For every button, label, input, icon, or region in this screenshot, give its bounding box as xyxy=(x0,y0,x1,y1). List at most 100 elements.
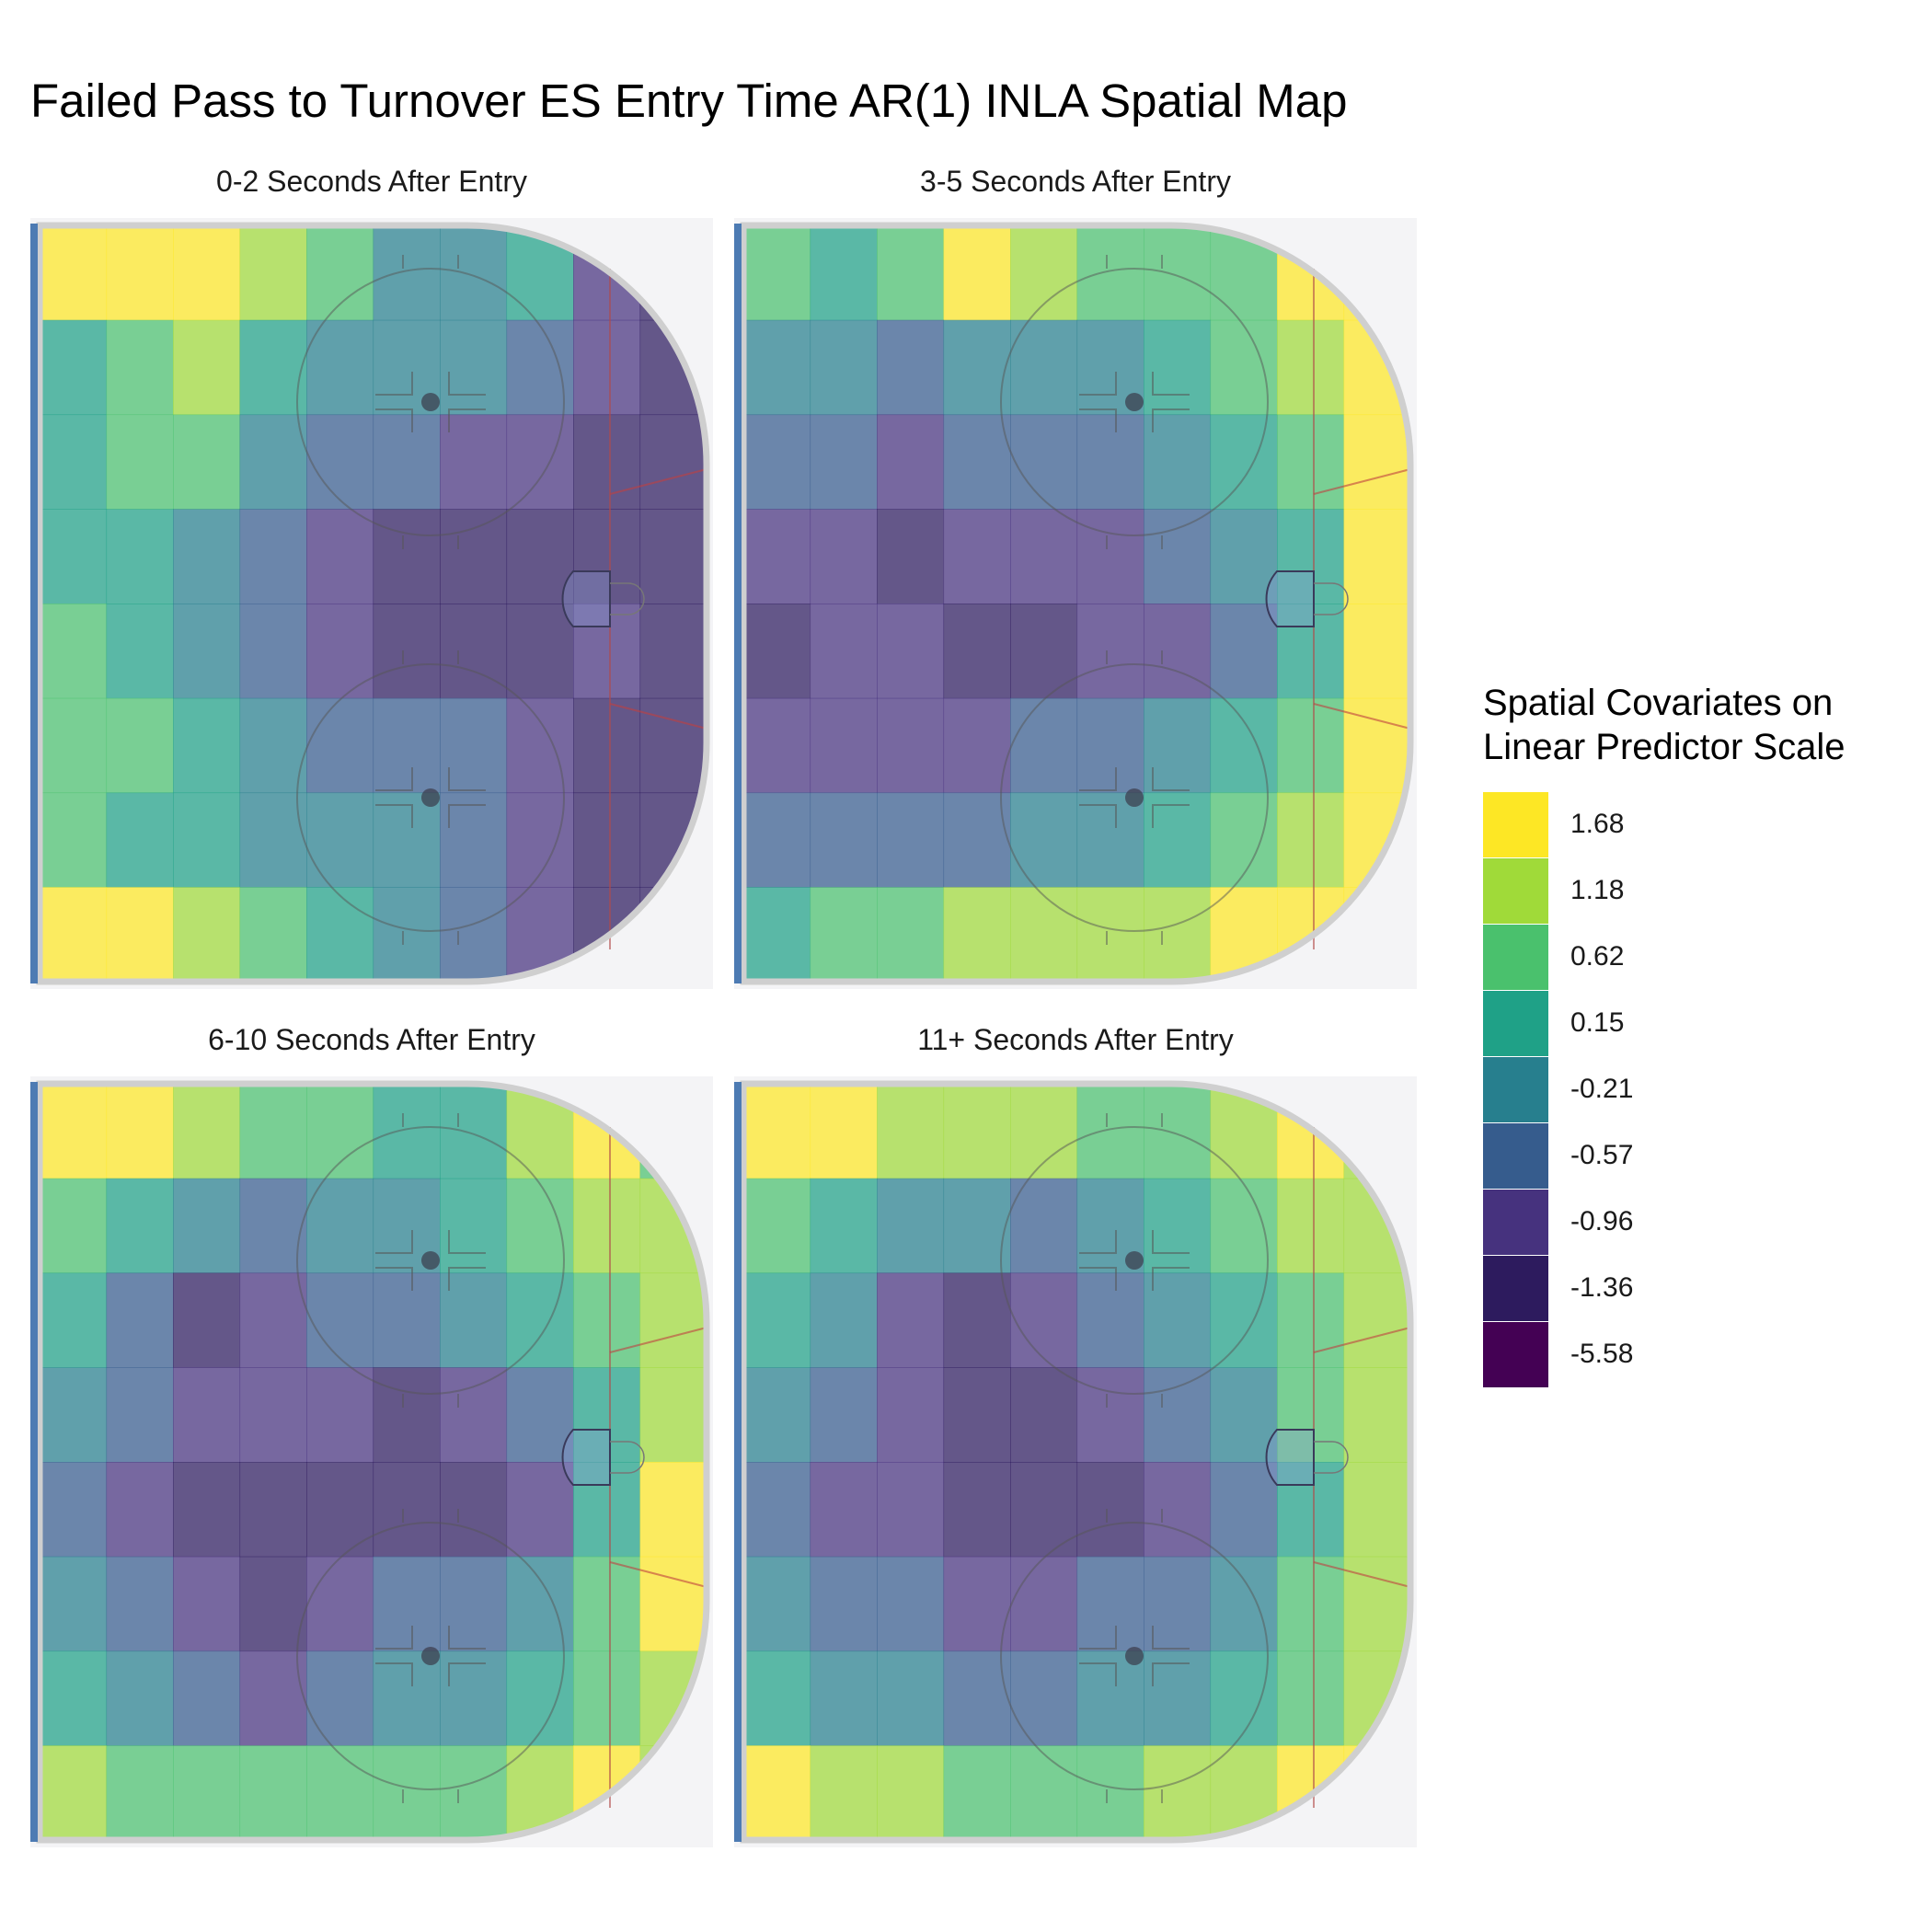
legend-label: 1.68 xyxy=(1570,809,1625,839)
heatmap-cell xyxy=(173,1178,241,1274)
heatmap-cell xyxy=(810,604,878,699)
legend-item: 0.62 xyxy=(1483,924,1846,990)
faceoff-marker xyxy=(375,1662,413,1686)
heatmap-cell xyxy=(1144,1462,1212,1558)
heatmap-cell xyxy=(1010,509,1078,604)
faceoff-marker xyxy=(1152,1230,1190,1254)
heatmap-cell xyxy=(1277,1462,1345,1558)
heatmap-cell xyxy=(639,1367,707,1463)
heatmap-cell xyxy=(1144,1745,1212,1840)
heatmap-cell xyxy=(639,414,707,510)
faceoff-circle xyxy=(1000,268,1269,536)
heatmap-cell xyxy=(440,792,508,888)
trapezoid-line xyxy=(609,468,707,495)
faceoff-marker xyxy=(1152,408,1190,432)
heatmap-cell xyxy=(373,1272,441,1368)
goal-net xyxy=(610,582,645,615)
heatmap-cell xyxy=(1210,1650,1278,1746)
heatmap-cell xyxy=(943,1178,1011,1274)
legend-item: -0.21 xyxy=(1483,1056,1846,1122)
heatmap-cell xyxy=(1144,414,1212,510)
heatmap-cell xyxy=(810,1745,878,1840)
heatmap-cell xyxy=(106,697,174,794)
legend-swatch xyxy=(1483,1122,1548,1189)
heatmap-cell xyxy=(1144,225,1212,321)
heatmap-cells xyxy=(743,1084,1410,1840)
heatmap-cell xyxy=(306,225,374,321)
heatmap-cell xyxy=(1343,1367,1410,1463)
heatmap-cell xyxy=(639,604,707,699)
goal-crease xyxy=(1265,1429,1315,1486)
faceoff-circle xyxy=(1000,1522,1269,1790)
heatmap-cell xyxy=(573,1556,641,1652)
heatmap-cell xyxy=(743,1367,811,1463)
heatmap-cell xyxy=(373,792,441,888)
goal-net xyxy=(610,1441,645,1474)
panel-0-2-seconds: 0-2 Seconds After Entry xyxy=(30,165,713,989)
heatmap-cell xyxy=(1144,697,1212,794)
heatmap-cell xyxy=(239,1556,307,1652)
faceoff-dot xyxy=(421,1251,440,1270)
heatmap-cell xyxy=(1277,414,1345,510)
heatmap-cell xyxy=(40,1745,108,1840)
heatmap-cell xyxy=(810,1462,878,1558)
heatmap-cell xyxy=(373,225,441,321)
heatmap-cell xyxy=(173,1367,241,1463)
panel-11-plus-seconds: 11+ Seconds After Entry xyxy=(734,1023,1417,1847)
heatmap-cell xyxy=(40,319,108,416)
heatmap-cell xyxy=(239,1084,307,1179)
heatmap-cell xyxy=(573,1272,641,1368)
heatmap-cell xyxy=(440,1650,508,1746)
heatmap-cell xyxy=(1210,1178,1278,1274)
heatmap-cell xyxy=(1277,319,1345,416)
faceoff-circle xyxy=(1000,663,1269,932)
heatmap-cell xyxy=(639,509,707,604)
heatmap-cell xyxy=(1010,604,1078,699)
heatmap-cell xyxy=(810,1650,878,1746)
heatmap-cell xyxy=(239,1367,307,1463)
heatmap-cell xyxy=(106,1084,174,1179)
heatmap-cell xyxy=(1010,792,1078,888)
heatmap-cell xyxy=(506,604,574,699)
heatmap-cell xyxy=(1144,1556,1212,1652)
heatmap-cell xyxy=(1277,509,1345,604)
heatmap-cell xyxy=(506,697,574,794)
rink-markings xyxy=(1000,1113,1411,1808)
heatmap-cell xyxy=(106,887,174,982)
heatmap-cell xyxy=(40,792,108,888)
heatmap-cell xyxy=(106,1178,174,1274)
heatmap-cell xyxy=(1076,887,1144,982)
legend-swatch xyxy=(1483,924,1548,990)
heatmap-cell xyxy=(1210,509,1278,604)
faceoff-marker xyxy=(1152,804,1190,828)
trapezoid-line xyxy=(609,1327,707,1353)
heatmap-cell xyxy=(173,1556,241,1652)
heatmap-cell xyxy=(506,1556,574,1652)
heatmap-cell xyxy=(506,1462,574,1558)
heatmap-cell xyxy=(573,604,641,699)
rink-markings xyxy=(1000,255,1411,949)
heatmap-cell xyxy=(877,509,945,604)
heatmap-cell xyxy=(373,1084,441,1179)
rink-boards xyxy=(740,1080,1414,1844)
heatmap-cell xyxy=(40,225,108,321)
heatmap-cell xyxy=(40,414,108,510)
faceoff-marker xyxy=(1079,1662,1117,1686)
goal-crease xyxy=(561,570,611,627)
heatmap-cell xyxy=(743,225,811,321)
heatmap-cell xyxy=(877,1745,945,1840)
faceoff-dot xyxy=(1125,788,1144,807)
heatmap-cell xyxy=(239,792,307,888)
heatmap-cell xyxy=(373,1745,441,1840)
heatmap-cell xyxy=(1076,1367,1144,1463)
heatmap-cell xyxy=(877,319,945,416)
rink-boards xyxy=(740,222,1414,985)
faceoff-marker xyxy=(448,1230,486,1254)
heatmap-cells xyxy=(743,225,1410,982)
heatmap-cell xyxy=(440,1272,508,1368)
heatmap-cell xyxy=(573,509,641,604)
trapezoid-line xyxy=(1313,1327,1411,1353)
heatmap-cell xyxy=(1076,1745,1144,1840)
heatmap-cell xyxy=(573,1367,641,1463)
heatmap-cell xyxy=(440,887,508,982)
